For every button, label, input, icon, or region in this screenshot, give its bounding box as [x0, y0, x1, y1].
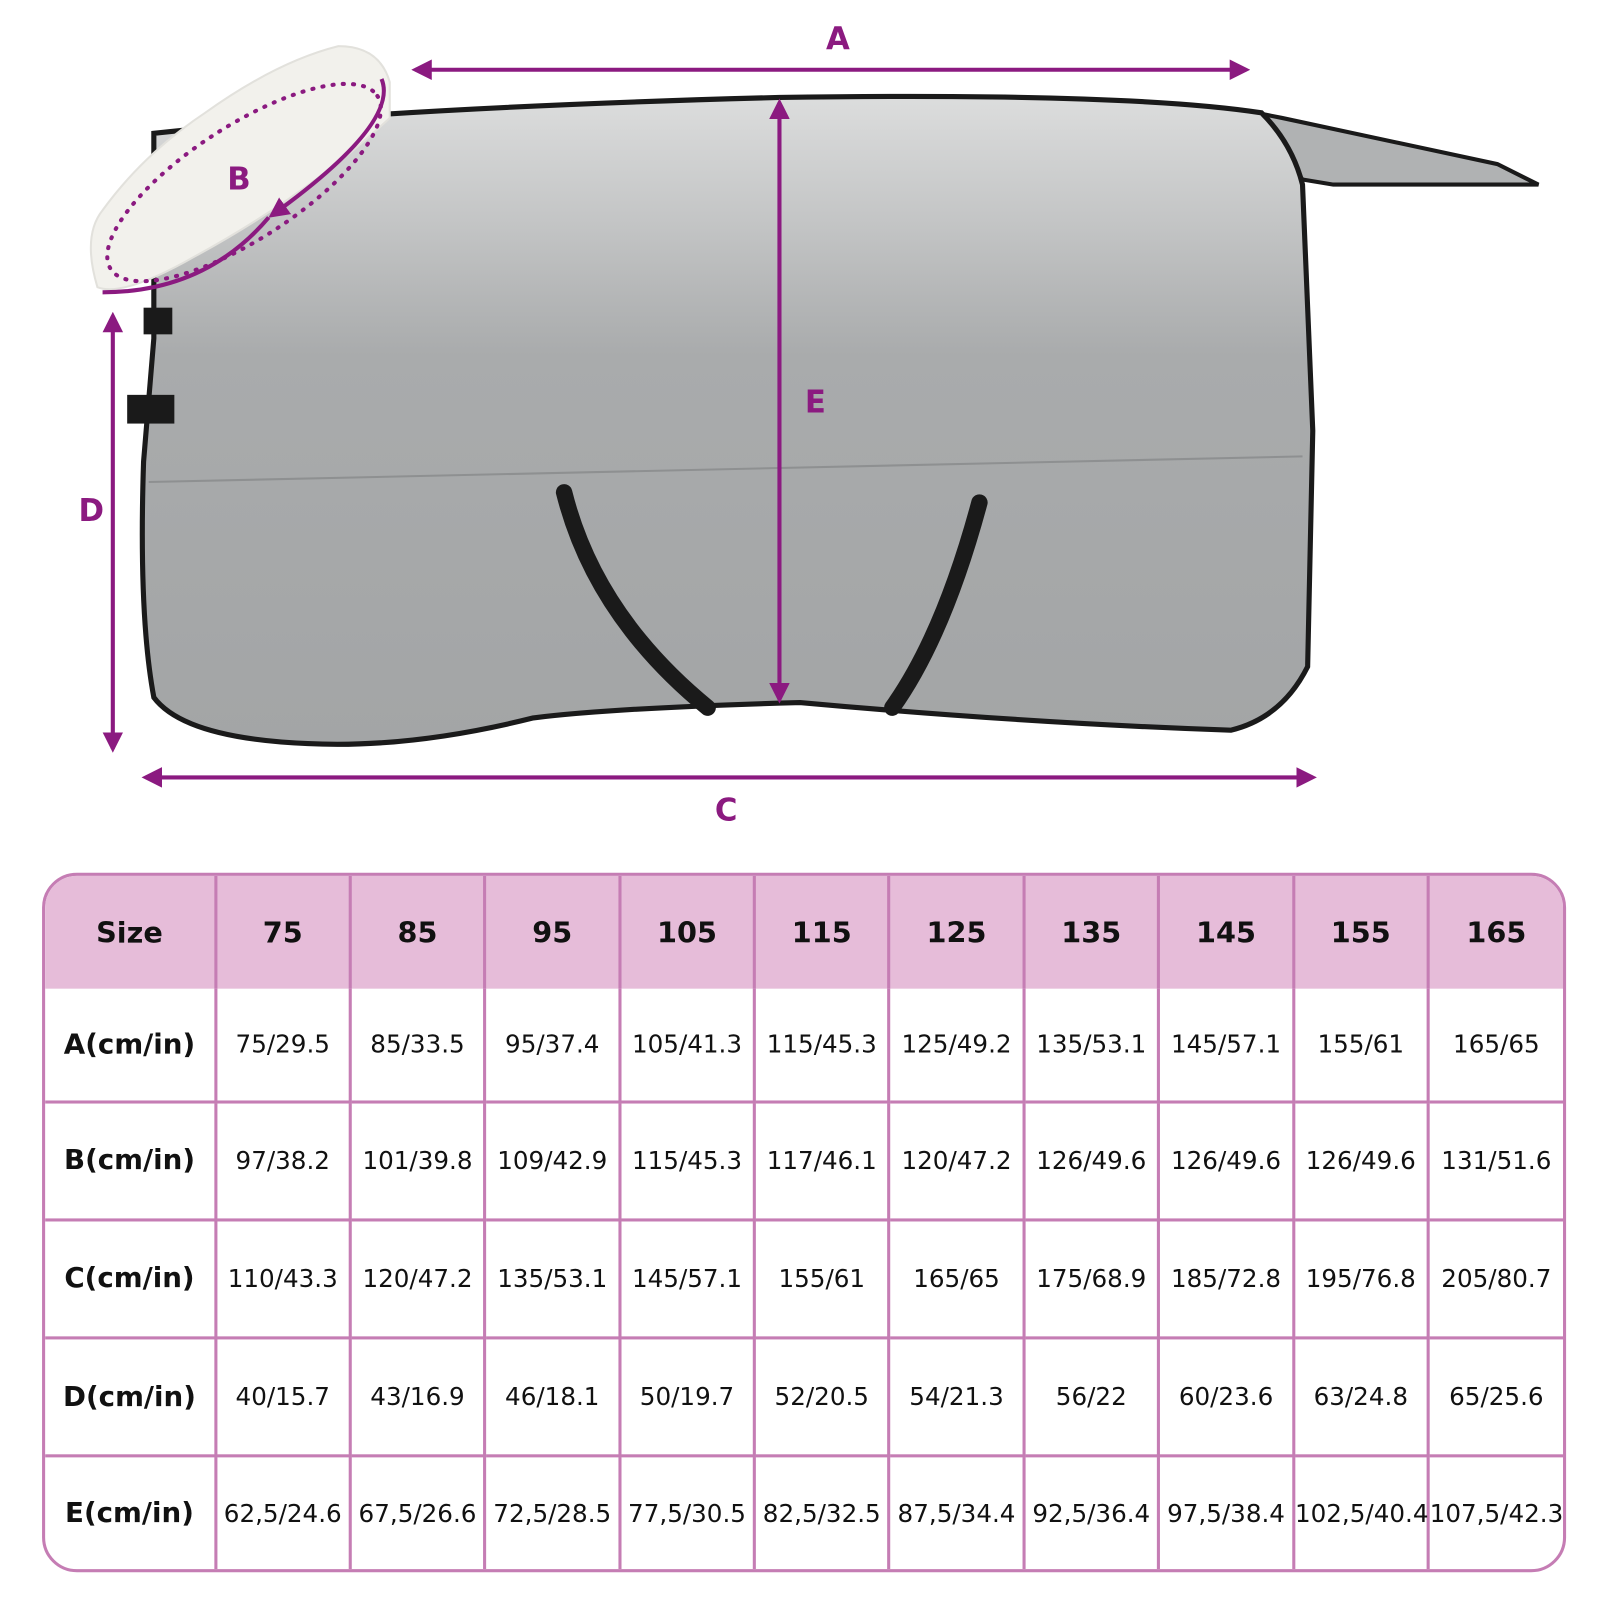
- table-cell: 46/18.1: [483, 1336, 622, 1458]
- dimension-d-label: D: [79, 493, 105, 529]
- table-cell: 175/68.9: [1022, 1218, 1161, 1340]
- table-cell: 135/53.1: [483, 1218, 622, 1340]
- table-row: D(cm/in) 40/15.7 43/16.9 46/18.1 50/19.7 52/2…: [45, 1336, 1564, 1458]
- table-cell: 125/49.2: [887, 988, 1026, 1104]
- header-size-75: 75: [213, 875, 352, 989]
- table-row: C(cm/in) 110/43.3 120/47.2 135/53.1 145/57.1…: [45, 1218, 1564, 1340]
- table-cell: 56/22: [1022, 1336, 1161, 1458]
- blanket-body: [139, 93, 1316, 747]
- header-size-95: 95: [483, 875, 622, 989]
- table-cell: 126/49.6: [1022, 1100, 1161, 1222]
- table-cell: 109/42.9: [483, 1100, 622, 1222]
- table-cell: 126/49.6: [1291, 1100, 1430, 1222]
- header-size-105: 105: [618, 875, 756, 989]
- table-cell: 65/25.6: [1426, 1336, 1564, 1458]
- table-cell: 131/51.6: [1426, 1100, 1564, 1222]
- header-size: Size: [45, 875, 217, 989]
- table-cell: 105/41.3: [618, 988, 756, 1104]
- table-cell: 165/65: [1426, 988, 1564, 1104]
- chest-buckle-top: [143, 307, 173, 335]
- table-cell: 75/29.5: [213, 988, 352, 1104]
- table-cell: 195/76.8: [1291, 1218, 1430, 1340]
- table-cell: 63/24.8: [1291, 1336, 1430, 1458]
- row-label: B(cm/in): [45, 1100, 217, 1222]
- table-cell: 92,5/36.4: [1022, 1454, 1161, 1570]
- table-cell: 185/72.8: [1157, 1218, 1295, 1340]
- table-cell: 110/43.3: [213, 1218, 352, 1340]
- header-size-125: 125: [887, 875, 1026, 989]
- chest-buckle-bottom: [127, 394, 175, 424]
- table-cell: 97/38.2: [213, 1100, 352, 1222]
- table-cell: 82,5/32.5: [752, 1454, 891, 1570]
- fleece-collar: [89, 45, 391, 291]
- table-cell: 155/61: [1291, 988, 1430, 1104]
- table-cell: 145/57.1: [618, 1218, 756, 1340]
- row-label: E(cm/in): [45, 1454, 217, 1570]
- table-cell: 52/20.5: [752, 1336, 891, 1458]
- table-cell: 145/57.1: [1157, 988, 1295, 1104]
- dimension-b-arrow: [268, 78, 386, 218]
- size-table: Size 75 85 95 105 115 125 135 145 155 165 A(cm/in)…: [42, 872, 1567, 1573]
- table-cell: 115/45.3: [618, 1100, 756, 1222]
- dimension-e-label: E: [805, 384, 826, 420]
- belly-strap-left: [555, 484, 716, 716]
- table-cell: 126/49.6: [1157, 1100, 1295, 1222]
- header-size-165: 165: [1426, 875, 1564, 989]
- table-cell: 43/16.9: [348, 1336, 487, 1458]
- dimension-b-underline: [102, 216, 271, 295]
- table-cell: 40/15.7: [213, 1336, 352, 1458]
- row-label: D(cm/in): [45, 1336, 217, 1458]
- table-cell: 107,5/42.3: [1426, 1454, 1563, 1570]
- table-cell: 95/37.4: [483, 988, 622, 1104]
- table-header-row: Size 75 85 95 105 115 125 135 145 155 165: [45, 875, 1564, 989]
- table-cell: 155/61: [752, 1218, 891, 1340]
- header-size-135: 135: [1022, 875, 1161, 989]
- table-cell: 135/53.1: [1022, 988, 1161, 1104]
- header-size-155: 155: [1291, 875, 1430, 989]
- blanket-diagram: A B C D E: [79, 21, 1540, 828]
- table-cell: 72,5/28.5: [483, 1454, 622, 1570]
- dimension-c-label: C: [715, 792, 738, 828]
- dimension-b-dotted: [105, 81, 383, 284]
- table-row: A(cm/in) 75/29.5 85/33.5 95/37.4 105/41.3 115…: [45, 988, 1564, 1104]
- row-label: A(cm/in): [45, 988, 217, 1104]
- table-cell: 120/47.2: [348, 1218, 487, 1340]
- table-cell: 54/21.3: [887, 1336, 1026, 1458]
- table-row: E(cm/in) 62,5/24.6 67,5/26.6 72,5/28.5 77,5/…: [45, 1454, 1563, 1570]
- table-cell: 67,5/26.6: [348, 1454, 487, 1570]
- table-row: B(cm/in) 97/38.2 101/39.8 109/42.9 115/45.3 1…: [45, 1100, 1564, 1222]
- row-label: C(cm/in): [45, 1218, 217, 1340]
- header-size-85: 85: [348, 875, 487, 989]
- table-cell: 115/45.3: [752, 988, 891, 1104]
- table-cell: 87,5/34.4: [887, 1454, 1026, 1570]
- table-cell: 205/80.7: [1426, 1218, 1564, 1340]
- table-cell: 97,5/38.4: [1157, 1454, 1295, 1570]
- table-cell: 101/39.8: [348, 1100, 487, 1222]
- table-cell: 60/23.6: [1157, 1336, 1295, 1458]
- dimension-b-label: B: [227, 162, 250, 198]
- table-cell: 117/46.1: [752, 1100, 891, 1222]
- header-size-115: 115: [752, 875, 891, 989]
- belly-strap-right: [884, 494, 988, 716]
- header-size-145: 145: [1157, 875, 1295, 989]
- table-cell: 85/33.5: [348, 988, 487, 1104]
- table-cell: 120/47.2: [887, 1100, 1026, 1222]
- table-cell: 50/19.7: [618, 1336, 756, 1458]
- table-cell: 62,5/24.6: [213, 1454, 352, 1570]
- dimension-a-label: A: [826, 21, 850, 57]
- table-cell: 102,5/40.4: [1291, 1454, 1430, 1570]
- table-cell: 77,5/30.5: [618, 1454, 756, 1570]
- table-cell: 165/65: [887, 1218, 1026, 1340]
